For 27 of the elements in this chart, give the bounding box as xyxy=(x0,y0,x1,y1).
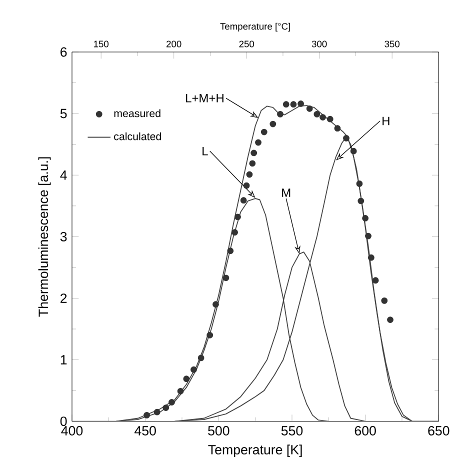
x-tick-label: 500 xyxy=(208,426,230,436)
x-tick-label: 400 xyxy=(61,426,83,436)
x2-tick-label: 200 xyxy=(166,40,182,48)
y-tick-label: 2 xyxy=(60,294,67,303)
legend-label: calculated xyxy=(114,132,162,140)
y-tick-label: 6 xyxy=(60,47,67,57)
y-tick-label: 1 xyxy=(61,355,67,364)
annotation: L+M+H xyxy=(186,94,224,102)
x2-tick-label: 250 xyxy=(239,40,254,48)
x2-tick-label: 300 xyxy=(312,40,327,48)
x-tick-label: 650 xyxy=(428,426,450,436)
x2-tick-label: 350 xyxy=(384,40,400,48)
y-axis-title: Thermoluminescence [a.u.] xyxy=(38,157,51,317)
annotation: H xyxy=(382,116,390,126)
y-tick-label: 0 xyxy=(60,416,67,426)
legend-label: measured xyxy=(114,109,161,118)
x2-axis-title: Temperature [°C] xyxy=(220,22,290,32)
x-tick-label: 550 xyxy=(282,426,303,436)
x-tick-label: 450 xyxy=(134,426,156,436)
annotation: L xyxy=(202,146,208,156)
x-tick-label: 600 xyxy=(355,426,376,436)
y-tick-label: 4 xyxy=(60,170,68,180)
x2-tick-label: 150 xyxy=(94,40,109,48)
y-tick-label: 3 xyxy=(60,232,67,242)
x-axis-title: Temperature [K] xyxy=(208,444,302,458)
y-tick-label: 5 xyxy=(60,108,67,118)
annotation: M xyxy=(282,188,290,197)
